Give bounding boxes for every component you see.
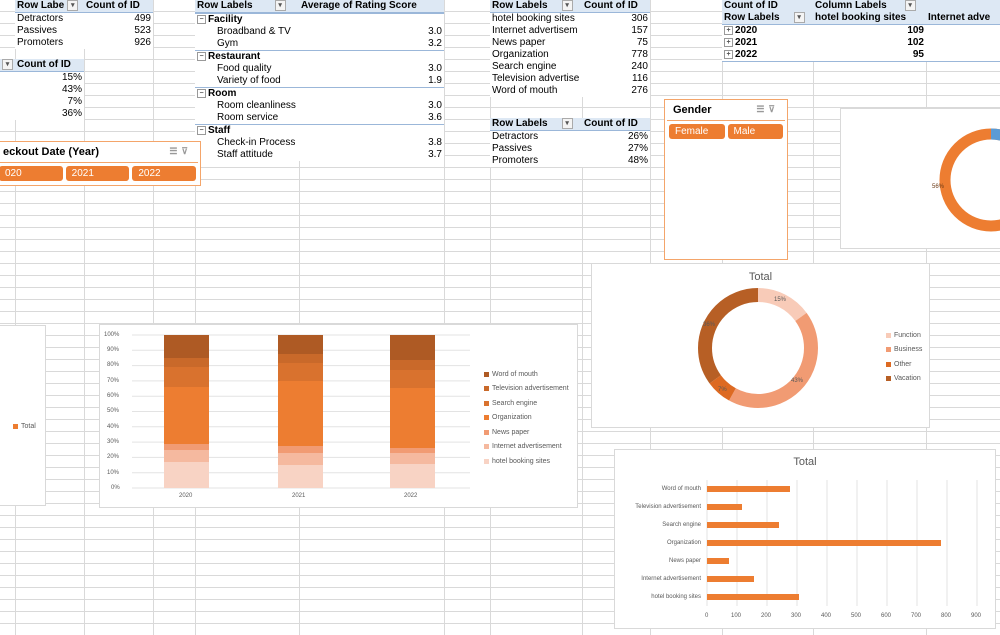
multi-select-icon[interactable]: ☰ bbox=[756, 104, 769, 114]
legend-item: Function bbox=[886, 328, 922, 343]
gender-slicer: Gender ☰⊽ Female Male bbox=[664, 99, 788, 260]
clear-filter-icon[interactable]: ⊽ bbox=[768, 104, 779, 114]
filter-dropdown-icon[interactable]: ▾ bbox=[561, 118, 573, 129]
rating-pivot: Row Labels ▾ Average of Rating Score − Fac… bbox=[195, 0, 444, 161]
gender-doughnut-chart[interactable]: 56% bbox=[840, 108, 1000, 249]
clear-filter-icon[interactable]: ⊽ bbox=[181, 146, 192, 156]
group-restaurant[interactable]: − Restaurant bbox=[195, 51, 444, 63]
legend-item: Television advertisement bbox=[484, 382, 569, 397]
legend-item: Other bbox=[886, 357, 922, 372]
group-staff[interactable]: − Staff bbox=[195, 125, 444, 137]
table-row: Organization 778 bbox=[492, 49, 648, 60]
source-pivot: Row Labels ▾ Count of ID hotel booking si… bbox=[490, 0, 650, 97]
table-row: hotel booking sites 306 bbox=[492, 13, 648, 24]
filter-dropdown-icon[interactable]: ▾ bbox=[793, 12, 805, 23]
table-row: Promoters 926 bbox=[17, 37, 151, 48]
legend-item: Search engine bbox=[484, 396, 569, 411]
filter-dropdown-icon[interactable]: ▾ bbox=[561, 0, 573, 11]
table-row: Word of mouth 276 bbox=[492, 85, 648, 96]
nps-pct-pivot: Row Labels ▾ Count of ID Detractors 26% Pa… bbox=[490, 118, 650, 167]
legend-item: Word of mouth bbox=[484, 367, 569, 382]
row-labels-header[interactable]: Row Labe ▾ bbox=[15, 0, 84, 12]
source-by-year-stacked-chart[interactable]: 100% 90% 80% 70% 60% 50% 40% 30% 20% 10%… bbox=[99, 324, 578, 508]
multi-select-icon[interactable]: ☰ bbox=[169, 146, 182, 156]
checkout-year-slicer: eckout Date (Year) ☰⊽ 020 2021 2022 bbox=[0, 141, 201, 186]
table-row: Internet advertisem 157 bbox=[492, 25, 648, 36]
filter-dropdown-icon[interactable]: ▾ bbox=[274, 0, 286, 11]
expand-2022[interactable]: +2022 bbox=[722, 49, 813, 61]
legend-item: News paper bbox=[484, 425, 569, 440]
expand-icon[interactable]: + bbox=[724, 49, 733, 59]
source-total-bar-chart[interactable]: Total Word of mouth Television advertise… bbox=[614, 449, 996, 629]
collapse-icon[interactable]: − bbox=[197, 51, 206, 61]
expand-2020[interactable]: +2020 bbox=[722, 25, 813, 37]
count-header: Count of ID bbox=[17, 59, 71, 70]
bar-category-labels: Word of mouth Television advertisement S… bbox=[635, 486, 701, 600]
collapse-icon[interactable]: − bbox=[197, 125, 206, 135]
collapse-icon[interactable]: − bbox=[197, 14, 206, 24]
filter-dropdown-icon[interactable]: ▾ bbox=[2, 59, 13, 70]
table-row: Search engine 240 bbox=[492, 61, 648, 72]
legend-item: Vacation bbox=[886, 372, 922, 387]
expand-icon[interactable]: + bbox=[724, 25, 733, 35]
slicer-item-male[interactable]: Male bbox=[727, 124, 783, 139]
group-room[interactable]: − Room bbox=[195, 88, 444, 100]
row-labels-header[interactable]: Row Labels ▾ bbox=[722, 12, 813, 24]
table-row: Promoters 48% bbox=[492, 155, 648, 166]
legend-item: Internet advertisement bbox=[484, 440, 569, 455]
expand-2021[interactable]: +2021 bbox=[722, 37, 813, 49]
legend-swatch bbox=[13, 423, 18, 429]
slicer-item-2020[interactable]: 020 bbox=[0, 166, 63, 181]
row-labels-header[interactable]: Row Labels ▾ bbox=[195, 0, 299, 12]
table-row: Detractors 26% bbox=[492, 131, 648, 142]
table-row: Detractors 499 bbox=[17, 13, 151, 24]
doughnut-legend: Function Business Other Vacation bbox=[886, 328, 922, 386]
stacked-chart-legend: Word of mouth Television advertisement S… bbox=[484, 367, 569, 469]
table-row: Passives 523 bbox=[17, 25, 151, 36]
left-partial-chart[interactable]: Total bbox=[0, 325, 46, 506]
slicer-item-2021[interactable]: 2021 bbox=[65, 166, 130, 181]
collapse-icon[interactable]: − bbox=[197, 88, 206, 98]
row-labels-header[interactable]: Row Labels ▾ bbox=[490, 0, 582, 12]
table-row: Passives 27% bbox=[492, 143, 648, 154]
year-source-pivot: Count of ID Column Labels ▾ Row Labels ▾ h… bbox=[722, 0, 1000, 62]
column-labels-header[interactable]: Column Labels ▾ bbox=[813, 0, 1000, 12]
doughnut-plot bbox=[698, 288, 818, 408]
nps-count-pivot: Row Labe ▾ Count of ID Detractors 499 Pass… bbox=[15, 0, 153, 49]
stacked-chart-plot bbox=[132, 334, 470, 489]
bar-plot bbox=[706, 480, 978, 606]
chart-title: Total bbox=[793, 456, 817, 468]
row-labels-header[interactable]: Row Labels ▾ bbox=[490, 118, 582, 130]
count-header: Count of ID bbox=[86, 0, 140, 11]
legend-item: Business bbox=[886, 343, 922, 358]
chart-title: Total bbox=[748, 271, 773, 283]
group-facility[interactable]: − Facility bbox=[195, 14, 444, 26]
filter-dropdown-icon[interactable]: ▾ bbox=[904, 0, 916, 11]
slicer-item-2022[interactable]: 2022 bbox=[132, 166, 197, 181]
slicer-item-female[interactable]: Female bbox=[669, 124, 725, 139]
table-row: News paper 75 bbox=[492, 37, 648, 48]
legend-item: hotel booking sites bbox=[484, 454, 569, 469]
filter-dropdown-icon[interactable]: ▾ bbox=[67, 0, 79, 11]
purpose-pct-pivot: ▾ Count of ID 15% 43% 7% 36% bbox=[0, 59, 84, 120]
legend-item: Organization bbox=[484, 411, 569, 426]
purpose-doughnut-chart[interactable]: Total 15% 43% 7% 36% Function Business O… bbox=[591, 263, 930, 428]
expand-icon[interactable]: + bbox=[724, 37, 733, 47]
doughnut-plot bbox=[939, 128, 1000, 232]
table-row: Television advertise 116 bbox=[492, 73, 648, 84]
